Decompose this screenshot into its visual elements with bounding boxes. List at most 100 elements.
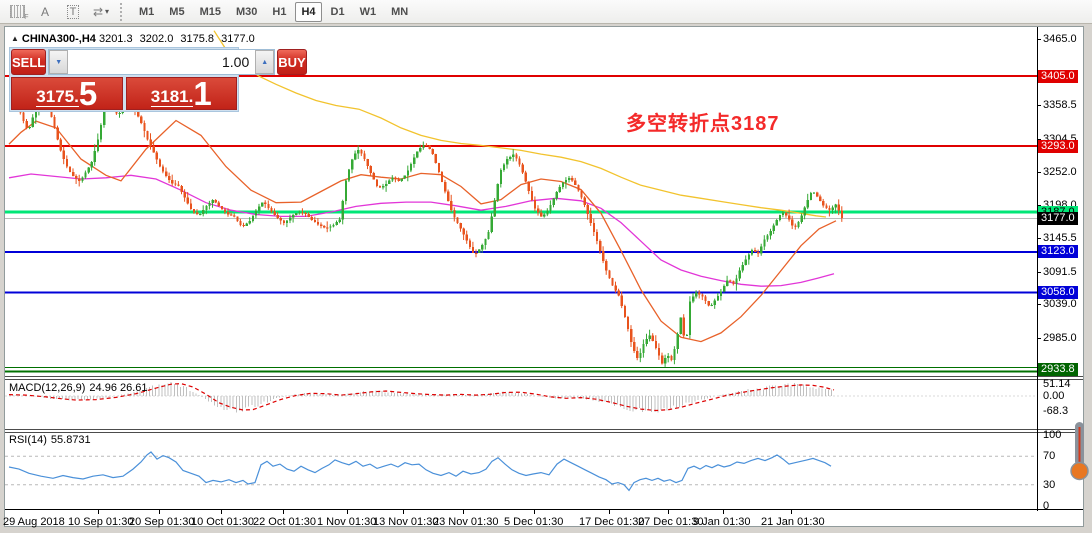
letter-a-icon: A — [40, 4, 49, 19]
date-label: 9 Jan 01:30 — [693, 516, 751, 528]
ohlc-header: ▲ CHINA300-,H4 3201.3 3202.0 3175.8 3177.… — [11, 33, 259, 45]
date-tick — [98, 510, 99, 514]
bid-price-box[interactable]: 3175. 5 — [11, 77, 123, 110]
macd-axis-label: -68.3 — [1043, 405, 1069, 418]
date-label: 27 Dec 01:30 — [638, 516, 704, 528]
price-tick — [1037, 105, 1041, 107]
buy-button[interactable]: BUY — [277, 49, 307, 75]
sell-button[interactable]: SELL — [11, 49, 47, 75]
date-label: 21 Jan 01:30 — [761, 516, 825, 528]
timeframe-button-mn[interactable]: MN — [391, 5, 409, 18]
chart-workspace: ▲ CHINA300-,H4 3201.3 3202.0 3175.8 3177.… — [3, 26, 1084, 528]
date-label: 20 Sep 01:30 — [129, 516, 195, 528]
thermometer-icon — [1070, 421, 1089, 483]
price-tick — [1037, 138, 1041, 140]
date-label: 13 Nov 01:30 — [373, 516, 439, 528]
macd-pane[interactable]: MACD(12,26,9) 24.96 26.61 — [5, 380, 1037, 429]
price-tick-label: 3465.0 — [1043, 32, 1077, 45]
price-tick — [1037, 271, 1041, 273]
price-chart-pane[interactable]: ▲ CHINA300-,H4 3201.3 3202.0 3175.8 3177.… — [5, 27, 1037, 376]
price-level-tag: 2933.8 — [1038, 363, 1078, 377]
rsi-axis-label: 70 — [1043, 450, 1056, 463]
tool-icon-group: F A T ⇄ ▾ — [4, 1, 116, 23]
timeframe-button-w1[interactable]: W1 — [359, 5, 377, 18]
price-tick-label: 3358.5 — [1043, 99, 1077, 112]
date-tick — [403, 510, 404, 514]
date-label: 5 Dec 01:30 — [504, 516, 564, 528]
dropdown-caret-icon[interactable]: ▾ — [105, 7, 110, 16]
rsi-axis-label: 0 — [1043, 500, 1050, 512]
timeframe-button-d1[interactable]: D1 — [330, 5, 345, 18]
volume-spinner: ▼ ▲ — [48, 49, 276, 75]
symbol-timeframe-label: CHINA300-,H4 — [21, 33, 96, 45]
timeframe-button-m5[interactable]: M5 — [169, 5, 185, 18]
high-value: 3202.0 — [139, 33, 174, 45]
volume-increase-button[interactable]: ▲ — [255, 50, 275, 74]
date-tick — [723, 510, 724, 514]
text-label-tool[interactable]: T — [60, 1, 86, 23]
price-tick — [1037, 38, 1041, 40]
pane-separator[interactable] — [5, 376, 1083, 380]
timeframe-button-m1[interactable]: M1 — [139, 5, 155, 18]
price-tick — [1037, 337, 1041, 339]
date-tick — [283, 510, 284, 514]
price-tick — [1037, 171, 1041, 173]
price-axis-divider — [1037, 27, 1038, 511]
macd-label: MACD(12,26,9) 24.96 26.61 — [9, 382, 148, 394]
cycle-symbols-tool[interactable]: ⇄ ▾ — [88, 1, 114, 23]
date-label: 23 Nov 01:30 — [433, 516, 499, 528]
date-tick — [609, 510, 610, 514]
price-tick-label: 3091.5 — [1043, 265, 1077, 278]
rsi-label: RSI(14) 55.8731 — [9, 434, 91, 446]
date-label: 29 Aug 2018 — [3, 516, 65, 528]
collapse-arrow-icon[interactable]: ▲ — [11, 34, 19, 43]
rsi-value: 55.8731 — [50, 434, 91, 446]
macd-axis-label: 51.14 — [1043, 378, 1071, 391]
font-tool[interactable]: A — [32, 1, 58, 23]
timeframe-button-m15[interactable]: M15 — [199, 5, 221, 18]
price-tick — [1037, 237, 1041, 239]
macd-canvas — [5, 381, 1037, 413]
pane-separator[interactable] — [5, 429, 1083, 433]
price-level-tag: 3293.0 — [1038, 139, 1078, 153]
price-level-tag: 3405.0 — [1038, 69, 1078, 83]
close-value: 3177.0 — [221, 33, 255, 45]
grid-f-icon: F — [9, 5, 29, 21]
bid-price-small: 3175. — [36, 87, 79, 107]
rsi-pane[interactable]: RSI(14) 55.8731 — [5, 432, 1037, 509]
timeframe-button-h1[interactable]: H1 — [272, 5, 287, 18]
timeframe-button-m30[interactable]: M30 — [235, 5, 258, 18]
one-click-trading-panel: SELL ▼ ▲ BUY 3175.5 3181.1 — [9, 47, 307, 112]
date-tick — [668, 510, 669, 514]
volume-input[interactable] — [68, 50, 256, 74]
price-level-tag: 3058.0 — [1038, 285, 1078, 299]
date-tick — [221, 510, 222, 514]
price-chart-canvas[interactable] — [5, 27, 1037, 376]
volume-decrease-button[interactable]: ▼ — [49, 50, 69, 74]
rsi-canvas — [5, 451, 1037, 492]
timeframe-button-group: M1 M5 M15 M30 H1 H4 D1 W1 MN — [133, 1, 417, 22]
symbol-grid-tool[interactable]: F — [4, 1, 30, 23]
open-value: 3201.3 — [98, 33, 133, 45]
macd-values: 24.96 26.61 — [89, 382, 148, 394]
top-toolbar: F A T ⇄ ▾ M1 M5 M15 M30 H1 H4 D1 W1 MN — [0, 0, 1092, 24]
rsi-axis-label: 100 — [1043, 429, 1062, 441]
rsi-axis-label: 30 — [1043, 478, 1056, 491]
price-tick-label: 2985.0 — [1043, 331, 1077, 344]
boxed-t-icon: T — [66, 4, 80, 19]
toolbar-grip — [120, 2, 129, 21]
date-label: 10 Oct 01:30 — [191, 516, 254, 528]
date-tick — [463, 510, 464, 514]
price-tick-label: 3145.5 — [1043, 231, 1077, 244]
date-label: 22 Oct 01:30 — [253, 516, 316, 528]
bid-price-big: 5 — [78, 75, 98, 112]
price-level-tag: 3177.0 — [1038, 211, 1078, 225]
low-value: 3175.8 — [180, 33, 215, 45]
date-tick — [534, 510, 535, 514]
timeframe-button-h4[interactable]: H4 — [295, 1, 322, 22]
macd-axis-label: 0.00 — [1043, 390, 1065, 402]
price-tick — [1037, 304, 1041, 306]
date-tick — [347, 510, 348, 514]
ask-price-box[interactable]: 3181. 1 — [125, 77, 237, 110]
